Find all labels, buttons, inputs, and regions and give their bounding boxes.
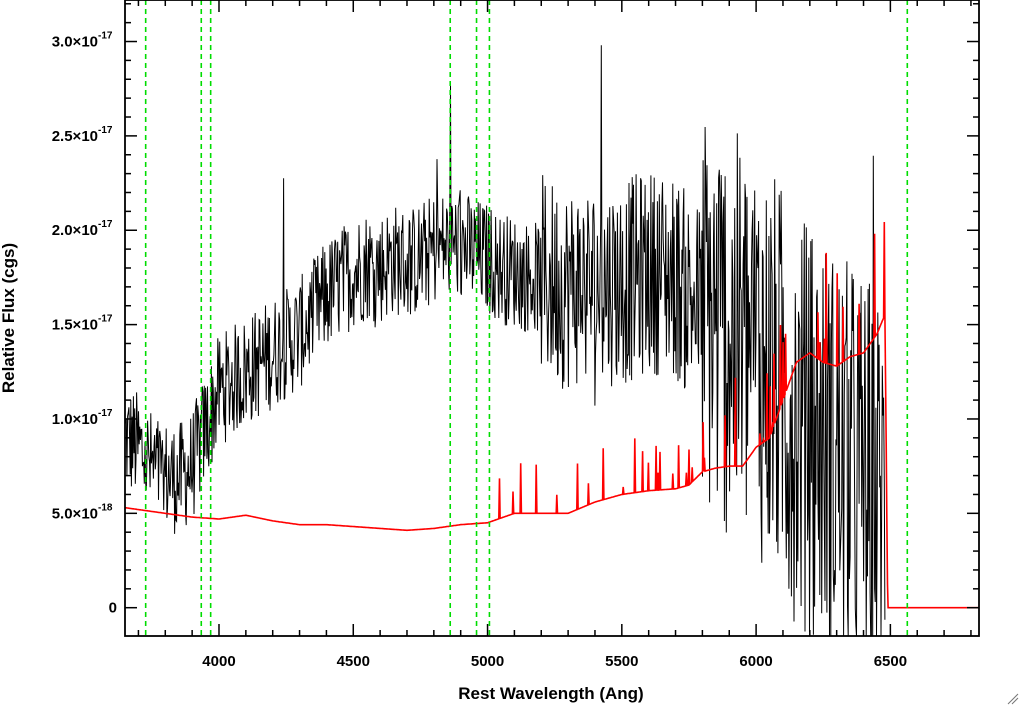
y-tick-exponent: -17	[98, 219, 113, 230]
series-model-fit	[125, 221, 979, 609]
resize-grip-icon[interactable]	[1007, 693, 1019, 705]
axes: 4000 4500 5000 5500 6000 6500 0 5.0×10 -18 1.0×10…	[52, 0, 980, 670]
y-tick-exponent: -17	[98, 408, 113, 419]
x-tick-label: 5500	[605, 653, 638, 670]
y-tick-label: 0	[109, 600, 117, 617]
y-tick-label: 1.5×10	[52, 317, 98, 334]
series-observed-spectrum	[125, 45, 886, 636]
x-axis-label: Rest Wavelength (Ang)	[458, 684, 643, 703]
y-tick-label: 1.0×10	[52, 411, 98, 428]
y-tick-exponent: -17	[98, 125, 113, 136]
y-tick-exponent: -17	[98, 31, 113, 42]
plot-area	[125, 0, 979, 636]
y-tick-exponent: -18	[98, 502, 113, 513]
y-tick-label: 2.5×10	[52, 128, 98, 145]
y-tick-label: 3.0×10	[52, 34, 98, 51]
y-tick-exponent: -17	[98, 314, 113, 325]
x-tick-label: 6500	[874, 653, 907, 670]
x-tick-label: 4000	[202, 653, 235, 670]
y-tick-label: 2.0×10	[52, 222, 98, 239]
y-axis-label: Relative Flux (cgs)	[0, 243, 18, 393]
y-tick-label: 5.0×10	[52, 505, 98, 522]
x-tick-label: 6000	[739, 653, 772, 670]
plot-frame	[124, 0, 980, 637]
x-tick-label: 4500	[337, 653, 370, 670]
x-tick-label: 5000	[471, 653, 504, 670]
